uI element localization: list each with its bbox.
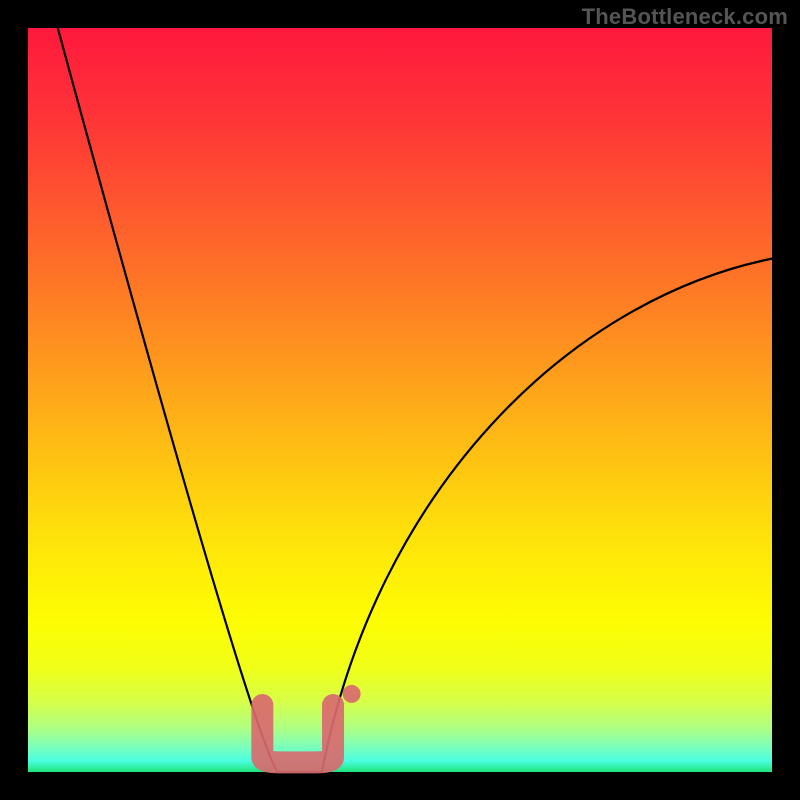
optimal-marker-dot [343,685,361,703]
watermark-text: TheBottleneck.com [582,4,788,30]
chart-container: TheBottleneck.com [0,0,800,800]
bottleneck-chart [0,0,800,800]
plot-background [28,28,772,772]
